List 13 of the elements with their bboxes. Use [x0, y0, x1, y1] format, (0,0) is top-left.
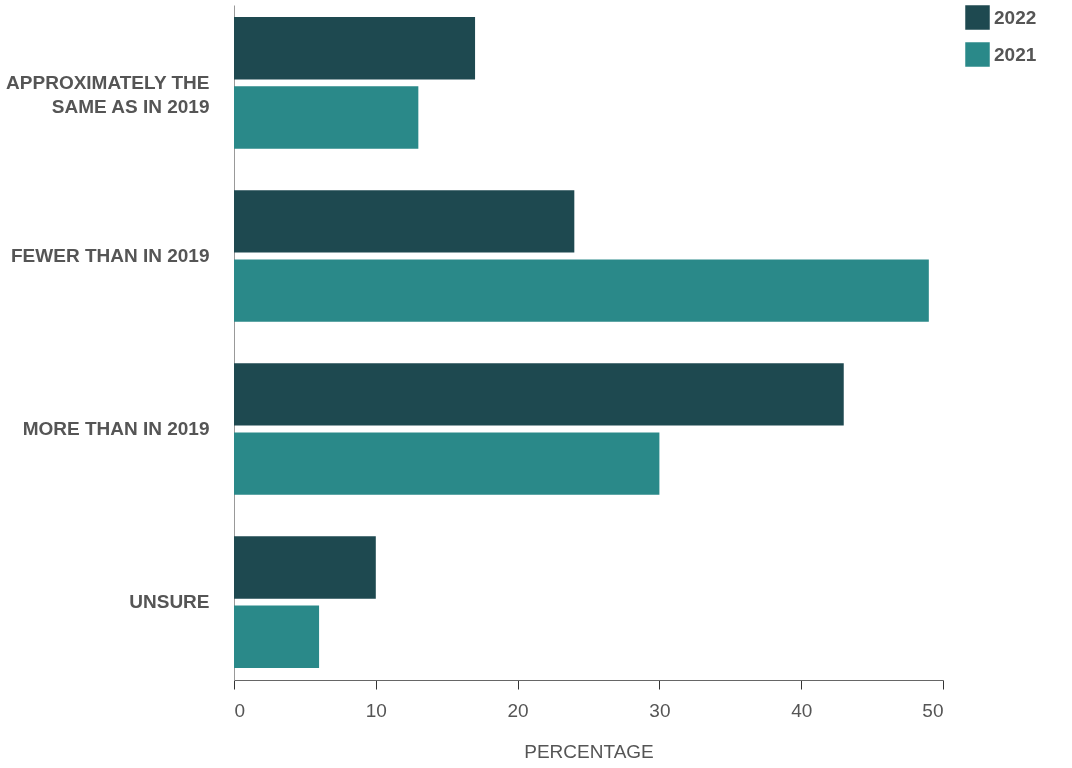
y-tick-label: UNSURE — [129, 591, 210, 613]
y-tick-label: APPROXIMATELY THE SAME AS IN 2019 — [6, 71, 210, 117]
legend-label: 2022 — [994, 6, 1037, 28]
x-tick-label: 30 — [649, 699, 671, 721]
x-axis-title: PERCENTAGE — [524, 740, 654, 762]
x-tick-label: 40 — [791, 699, 813, 721]
x-tick-label: 20 — [507, 699, 529, 721]
x-tick-label: 50 — [922, 699, 944, 721]
y-tick-label: FEWER THAN IN 2019 — [11, 244, 210, 266]
x-tick-label: 10 — [365, 699, 387, 721]
y-tick-label: MORE THAN IN 2019 — [22, 418, 210, 440]
legend-label: 2021 — [994, 43, 1037, 65]
x-tick-label: 0 — [234, 699, 246, 721]
